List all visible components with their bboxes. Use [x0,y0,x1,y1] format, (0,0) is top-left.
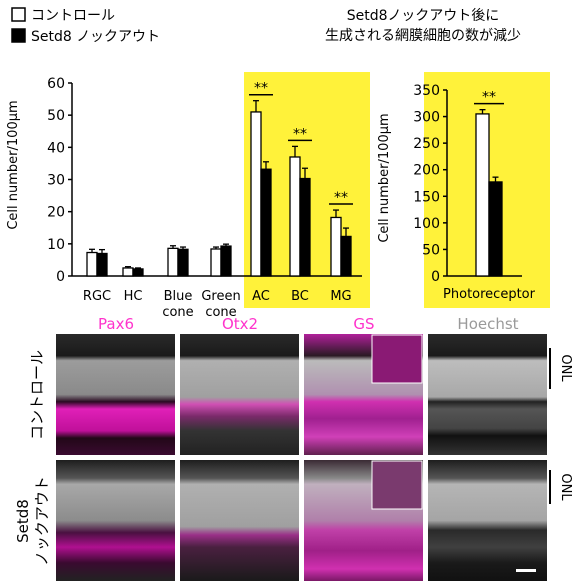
y-tick-label: 60 [47,76,65,92]
column-label-gs: GS [353,315,374,333]
bar [167,247,179,277]
category-label: Photoreceptor [443,287,536,302]
x-axis-categories: Photoreceptor [443,287,536,302]
micrograph-knockout-gs-inset [371,460,423,510]
significance-markers: ** ** ** [249,81,353,206]
bars [86,100,352,277]
bar [250,111,262,277]
y-axis-label: Cell number/100μm [6,100,21,229]
bar [488,181,503,277]
y-tick-label: 100 [413,216,440,232]
y-axis-ticks: 0 50 100 150 200 250 300 350 [413,83,447,285]
category-label: RGC [83,289,111,304]
y-tick-label: 250 [413,136,440,152]
category-label: HC [124,289,143,304]
bar [132,268,144,277]
y-tick-label: 50 [47,108,65,124]
bar [210,248,222,277]
micrograph-knockout-otx2 [180,460,299,581]
y-axis-label: Cell number/100μm [377,113,392,242]
onl-label-control: ONL [558,354,573,382]
micrograph-control-otx2 [180,334,299,455]
y-tick-label: 50 [422,242,440,258]
category-label: MG [330,289,351,304]
y-tick-label: 350 [413,83,440,99]
significance-markers: ** [474,90,504,106]
category-label: Blue [164,289,193,304]
category-label: Green [201,289,240,304]
column-label-otx2: Otx2 [222,315,258,333]
chart-photoreceptor: Cell number/100μm 050100150200250300350 … [377,72,550,308]
bars [475,109,503,277]
y-tick-label: 20 [47,205,65,221]
header-title-line2: 生成される網膜細胞の数が減少 [325,27,521,44]
micrograph-knockout-pax6 [56,460,175,581]
bar [86,251,98,277]
y-tick-label: 40 [47,140,65,156]
y-tick-label: 150 [413,189,440,205]
y-tick-label: 10 [47,237,65,253]
y-tick-label: 300 [413,110,440,126]
category-label: AC [252,289,270,304]
scale-bar [516,569,536,572]
bar [299,177,311,277]
legend-swatch-knockout [11,28,26,43]
micrograph-panel: Pax6 Otx2 GS Hoechst コントロール Setd8ノックアウト … [14,315,573,581]
micrograph-knockout-hoechst [428,460,547,581]
bar [260,168,272,277]
legend-label-knockout: Setd8 ノックアウト [31,29,160,45]
legend-swatch-control [11,7,26,22]
micrograph-control-pax6 [56,334,175,455]
onl-label-knockout: ONL [558,473,573,501]
significance-label: ** [293,126,307,142]
legend-label-control: コントロール [31,8,115,24]
micrograph-control-hoechst [428,334,547,455]
category-label: BC [291,289,309,304]
y-tick-label: 30 [47,173,65,189]
significance-label: ** [254,81,268,97]
bar [220,245,232,277]
legend: コントロール Setd8 ノックアウト [11,7,160,45]
bar [96,252,108,277]
bar [475,113,490,277]
column-label-pax6: Pax6 [98,315,134,333]
y-tick-label: 200 [413,163,440,179]
bar [122,267,134,277]
bar [289,156,301,277]
row-label-control: コントロール [28,350,46,440]
row-label-knockout: Setd8ノックアウト [14,476,51,566]
significance-label: ** [334,190,348,206]
significance-label: ** [482,90,496,106]
chart-cell-types: Cell number/100μm 0 10 20 30 40 50 60 RGC HC Blu… [6,72,370,320]
y-tick-label: 0 [56,269,65,285]
category-label: cone [162,305,193,320]
micrograph-control-gs-inset [371,334,423,384]
bar [177,248,189,277]
column-label-hoechst: Hoechst [457,315,518,333]
y-tick-label: 0 [431,269,440,285]
y-axis-ticks: 0 10 20 30 40 50 60 [47,76,72,285]
header-title-line1: Setd8ノックアウト後に [347,8,500,24]
bar [340,235,352,277]
bar [330,216,342,277]
category-label: cone [205,305,236,320]
